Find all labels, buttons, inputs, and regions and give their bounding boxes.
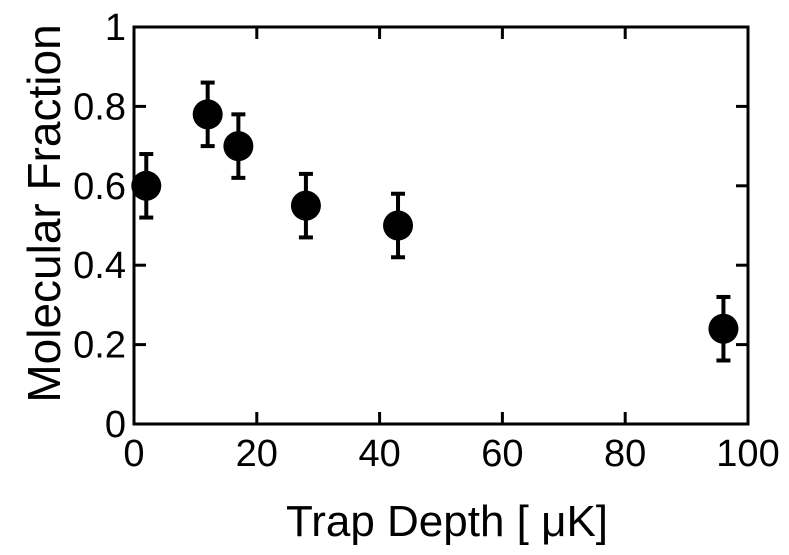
- x-tick-label: 0: [123, 433, 144, 475]
- x-tick-label: 40: [358, 433, 400, 475]
- y-tick-label: 0.6: [73, 166, 126, 208]
- x-axis-label: Trap Depth [ μK]: [286, 497, 608, 546]
- y-tick-label: 0.2: [73, 325, 126, 367]
- y-tick-label: 1: [105, 7, 126, 49]
- plot-frame: [132, 25, 750, 426]
- x-tick-label: 60: [481, 433, 523, 475]
- data-point: [131, 170, 162, 201]
- y-tick-label: 0: [105, 404, 126, 446]
- y-tick-label: 0.4: [73, 245, 126, 287]
- data-points: [131, 99, 739, 344]
- data-point: [192, 99, 223, 130]
- y-axis-label: Molecular Fraction: [18, 24, 70, 402]
- y-tick-labels: 0 0.2 0.4 0.6 0.8 1: [73, 7, 126, 446]
- data-point: [383, 210, 414, 241]
- x-tick-labels: 0 20 40 60 80 100: [123, 433, 779, 475]
- data-point: [290, 190, 321, 221]
- data-point: [223, 131, 254, 162]
- error-bars: [139, 80, 731, 363]
- data-point: [708, 313, 739, 344]
- x-tick-label: 20: [236, 433, 278, 475]
- x-tick-label: 100: [716, 433, 779, 475]
- x-tick-marks: [255, 27, 627, 424]
- y-tick-label: 0.8: [73, 86, 126, 128]
- x-tick-label: 80: [604, 433, 646, 475]
